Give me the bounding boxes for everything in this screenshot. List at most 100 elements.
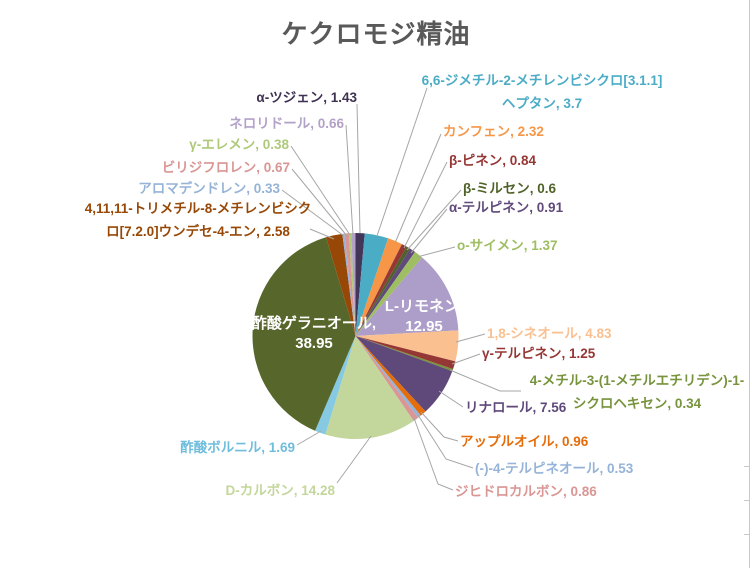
slice-label-18: 4,11,11-トリメチル-8-メチレンビシク ロ[7.2.0]ウンデセ-4-エン… [85, 197, 312, 243]
slice-label-line: β-ミルセン, 0.6 [463, 181, 557, 196]
leader-line-10 [449, 369, 521, 392]
slice-label-22: ネロリドール, 0.66 [229, 113, 344, 134]
slice-label-14: ジヒドロカルボン, 0.86 [455, 481, 597, 502]
leader-line-3 [403, 161, 448, 249]
slice-label-line: アップルオイル, 0.96 [460, 434, 589, 449]
slice-label-line: 4-メチル-3-(1-メチルエチリデン)-1- [529, 373, 745, 388]
leader-line-22 [345, 124, 354, 236]
leader-line-4 [406, 189, 462, 251]
pie-slice-6[interactable] [355, 251, 423, 336]
slice-label-5: α-テルピネン, 0.91 [449, 197, 563, 218]
slice-label-line: L-リモネン, [384, 298, 464, 315]
slice-label-line: 酢酸ゲラニオール, [251, 315, 377, 332]
slice-label-12: アップルオイル, 0.96 [460, 431, 588, 452]
leader-line-2 [394, 133, 442, 244]
leader-line-15 [336, 435, 372, 484]
pie-slice-0[interactable] [355, 233, 365, 336]
slice-label-21: γ-エレメン, 0.38 [189, 134, 289, 155]
slice-label-line: シクロヘキセン, 0.34 [572, 396, 702, 411]
worksheet-gridline-stub [744, 534, 750, 535]
pie-slice-21[interactable] [348, 233, 356, 336]
slice-label-line: 1,8-シネオール, 4.83 [487, 326, 612, 341]
pie-slice-22[interactable] [351, 233, 356, 336]
worksheet-edge-line [749, 0, 750, 568]
leader-line-18 [309, 228, 335, 240]
slice-label-3: β-ピネン, 0.84 [449, 150, 536, 171]
slice-label-1: 6,6-ジメチル-2-メチレンビシクロ[3.1.1] ヘプタン, 3.7 [422, 69, 663, 115]
pie-slice-11[interactable] [355, 336, 453, 412]
pie-slice-5[interactable] [355, 248, 416, 336]
slice-label-line: 12.95 [405, 318, 443, 335]
leader-line-19 [281, 189, 345, 237]
pie-slice-16[interactable] [315, 336, 356, 435]
pie-slice-19[interactable] [342, 233, 356, 336]
slice-label-20: ビリジフロレン, 0.67 [162, 157, 290, 178]
slice-label-19: アロマデンドレン, 0.33 [138, 178, 280, 199]
chart-title: ケクロモジ精油 [281, 19, 471, 49]
slice-label-line: 38.95 [295, 335, 333, 352]
pie-slice-2[interactable] [355, 238, 402, 336]
slice-label-line: α-ツジェン, 1.43 [256, 90, 357, 105]
leader-line-20 [291, 168, 348, 237]
pie-slice-7[interactable] [355, 257, 459, 336]
slice-label-line: 4,11,11-トリメチル-8-メチレンビシク [84, 201, 312, 216]
leader-line-14 [413, 417, 454, 491]
pie-slice-12[interactable] [355, 336, 426, 416]
leader-line-9 [451, 353, 481, 365]
leader-line-11 [438, 390, 464, 408]
leader-line-0 [356, 103, 361, 234]
pie-slice-10[interactable] [355, 336, 454, 372]
pie-slice-9[interactable] [355, 336, 456, 370]
slice-label-line: ネロリドール, 0.66 [229, 116, 344, 131]
leader-line-12 [420, 411, 459, 442]
pie-slice-14[interactable] [355, 336, 419, 422]
leader-line-5 [410, 208, 448, 254]
slice-label-13: (-)-4-テルピネオール, 0.53 [475, 458, 633, 479]
worksheet-gridline-stub [744, 466, 750, 467]
leader-line-21 [290, 145, 351, 236]
pie-slice-20[interactable] [344, 233, 356, 336]
slice-label-line: 酢酸ボルニル, 1.69 [180, 440, 295, 455]
slice-label-17: 酢酸ゲラニオール, 38.95 [252, 314, 376, 354]
slice-label-8: 1,8-シネオール, 4.83 [487, 323, 612, 344]
slice-label-line: アロマデンドレン, 0.33 [138, 181, 280, 196]
slice-label-line: ロ[7.2.0]ウンデセ-4-エン, 2.58 [106, 224, 290, 239]
slice-label-6: o-サイメン, 1.37 [457, 235, 558, 256]
slice-label-10: 4-メチル-3-(1-メチルエチリデン)-1- シクロヘキセン, 0.34 [530, 369, 745, 415]
slice-label-line: (-)-4-テルピネオール, 0.53 [475, 461, 634, 476]
slice-label-0: α-ツジェン, 1.43 [256, 87, 357, 108]
pie-slice-1[interactable] [355, 233, 389, 336]
slice-label-line: γ-エレメン, 0.38 [189, 137, 289, 152]
slice-label-line: カンフェン, 2.32 [443, 124, 544, 139]
slice-label-2: カンフェン, 2.32 [443, 121, 544, 142]
slice-label-11: リナロール, 7.56 [465, 397, 566, 418]
pie-slice-4[interactable] [355, 246, 411, 336]
pie-slice-15[interactable] [325, 336, 414, 439]
slice-label-16: 酢酸ボルニル, 1.69 [180, 437, 295, 458]
slice-label-line: 6,6-ジメチル-2-メチレンビシクロ[3.1.1] [421, 73, 663, 88]
slice-label-line: o-サイメン, 1.37 [457, 238, 558, 253]
leader-line-13 [417, 414, 474, 469]
worksheet-gridline-stub [744, 500, 750, 501]
slice-label-line: リナロール, 7.56 [465, 400, 567, 415]
pie-slice-3[interactable] [355, 244, 407, 336]
pie-slice-13[interactable] [355, 336, 421, 418]
leader-line-8 [455, 333, 486, 343]
leader-line-16 [296, 430, 322, 446]
leader-line-1 [376, 87, 428, 237]
slice-label-line: ヘプタン, 3.7 [501, 96, 583, 111]
slice-label-line: α-テルピネン, 0.91 [449, 200, 564, 215]
slice-label-15: D-カルボン, 14.28 [225, 480, 335, 501]
pie-slice-18[interactable] [326, 233, 356, 336]
slice-label-7: L-リモネン, 12.95 [385, 297, 463, 337]
slice-label-line: β-ピネン, 0.84 [449, 153, 537, 168]
slice-label-4: β-ミルセン, 0.6 [463, 178, 556, 199]
slice-label-line: γ-テルピネン, 1.25 [482, 346, 596, 361]
slice-label-9: γ-テルピネン, 1.25 [482, 343, 595, 364]
pie-slice-17[interactable] [252, 237, 356, 431]
leader-line-6 [416, 246, 456, 258]
slice-label-line: ジヒドロカルボン, 0.86 [455, 484, 597, 499]
pie-slice-8[interactable] [355, 330, 459, 362]
slice-label-line: D-カルボン, 14.28 [225, 483, 335, 498]
